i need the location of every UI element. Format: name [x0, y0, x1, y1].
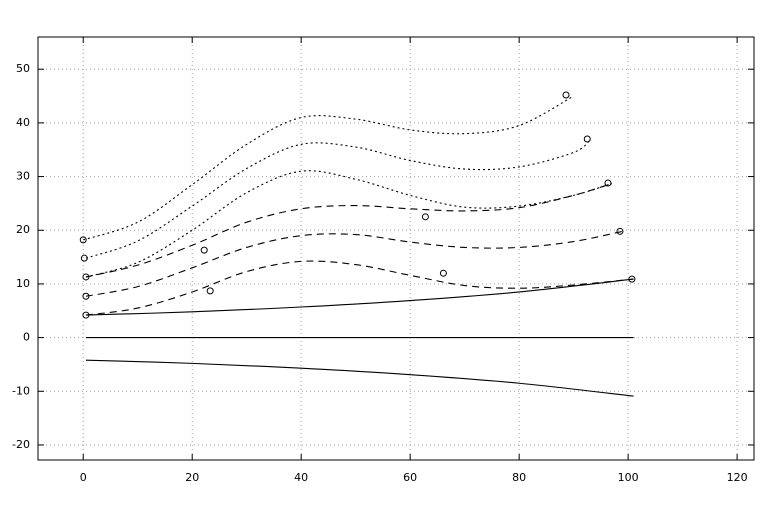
- point: [82, 311, 90, 319]
- point: [628, 275, 636, 283]
- y-tick-label: 10: [16, 277, 30, 290]
- curve: [83, 95, 574, 241]
- point: [421, 213, 429, 221]
- point: [200, 246, 208, 254]
- curve: [85, 170, 612, 278]
- point: [206, 287, 214, 295]
- point: [439, 269, 447, 277]
- point: [82, 292, 90, 300]
- curve: [85, 278, 634, 316]
- point: [80, 254, 88, 262]
- plot-frame: [37, 36, 755, 461]
- x-tick-label: 120: [727, 471, 748, 484]
- point: [82, 273, 90, 281]
- curve: [85, 183, 612, 278]
- y-tick-label: 50: [16, 62, 30, 75]
- x-tick-label: 100: [618, 471, 639, 484]
- y-tick-label: 40: [16, 116, 30, 129]
- curve: [85, 139, 591, 259]
- point: [616, 227, 624, 235]
- y-tick-label: -20: [12, 438, 30, 451]
- x-tick-label: 20: [185, 471, 199, 484]
- x-tick-label: 80: [512, 471, 526, 484]
- x-tick-label: 0: [80, 471, 87, 484]
- curve: [85, 359, 634, 397]
- point: [79, 236, 87, 244]
- point: [604, 179, 612, 187]
- y-tick-label: 20: [16, 223, 30, 236]
- point: [583, 135, 591, 143]
- y-tick-label: -10: [12, 384, 30, 397]
- curve: [85, 230, 623, 297]
- point: [562, 91, 570, 99]
- x-tick-label: 40: [294, 471, 308, 484]
- curve: [85, 260, 634, 316]
- y-tick-label: 30: [16, 170, 30, 183]
- x-tick-label: 60: [403, 471, 417, 484]
- y-tick-label: 0: [23, 331, 30, 344]
